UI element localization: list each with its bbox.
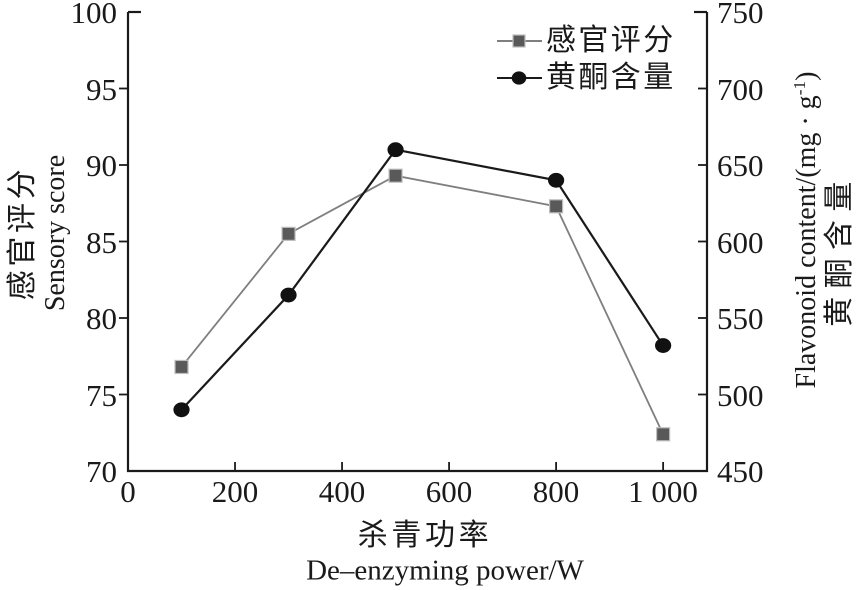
x-tick-label: 200 — [211, 474, 259, 509]
y-right-tick-label: 650 — [717, 148, 764, 183]
x-tick-label: 400 — [318, 474, 366, 509]
y-axis-right-title-en-text: Flavonoid content/(mg · g — [791, 95, 823, 389]
y-axis-left-title-en: Sensory score — [40, 154, 71, 312]
y-left-tick-label: 100 — [70, 0, 118, 30]
x-axis-title-zh: 杀青功率 — [357, 519, 493, 552]
y-left-tick-label: 85 — [86, 225, 117, 260]
y-right-tick-label: 450 — [717, 454, 764, 489]
y-axis-right-title-zh: 黄酮含量 — [823, 173, 856, 327]
y-axis-right-title-en: Flavonoid content/(mg · g-1) — [789, 71, 823, 389]
y-left-tick-label: 90 — [86, 148, 117, 183]
x-tick-label: 0 — [120, 474, 136, 509]
x-axis-title-en: De–enzyming power/W — [306, 554, 584, 587]
legend-label-flavonoid: 黄酮含量 — [546, 60, 676, 94]
y-left-tick-label: 75 — [86, 378, 117, 413]
y-right-tick-label: 750 — [717, 0, 764, 30]
y-right-tick-label: 500 — [717, 378, 764, 413]
y-right-tick-label: 700 — [717, 72, 764, 107]
legend-square-marker-icon — [497, 33, 542, 48]
legend-label-sensory: 感官评分 — [546, 23, 676, 57]
y-axis-right-title-en-close: ) — [791, 71, 823, 81]
y-right-tick-label: 550 — [717, 301, 764, 336]
legend-item-sensory: 感官评分 — [496, 22, 676, 59]
legend: 感官评分 黄酮含量 — [496, 22, 676, 96]
y-left-tick-label: 70 — [86, 454, 117, 489]
y-left-tick-label: 95 — [86, 72, 117, 107]
x-tick-label: 600 — [425, 474, 473, 509]
x-tick-label: 1 000 — [628, 474, 698, 509]
y-axis-right-title-en-superscript: -1 — [789, 80, 809, 96]
y-left-tick-label: 80 — [86, 301, 117, 336]
legend-circle-marker-icon — [497, 70, 542, 85]
y-axis-left-title-zh: 感官评分 — [6, 165, 39, 301]
legend-item-flavonoid: 黄酮含量 — [496, 59, 676, 96]
y-right-tick-label: 600 — [717, 225, 764, 260]
x-tick-label: 800 — [532, 474, 580, 509]
